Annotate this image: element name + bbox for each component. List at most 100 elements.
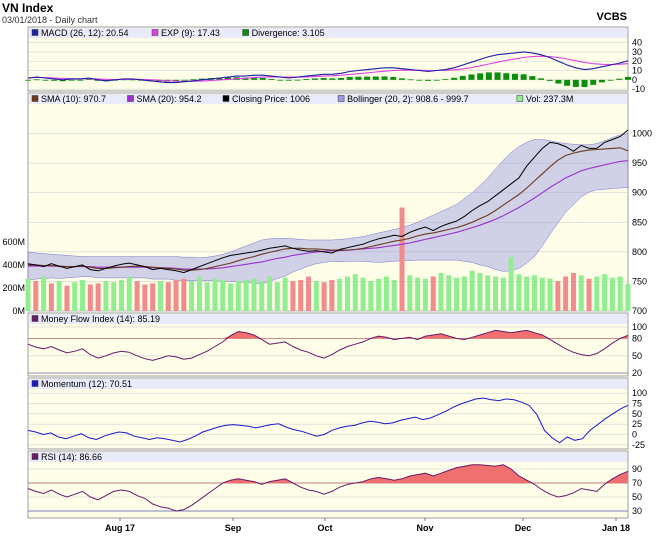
mfi-line xyxy=(27,329,629,361)
volume-bar xyxy=(251,278,257,311)
x-tick-label: Nov xyxy=(416,523,433,533)
volume-bar xyxy=(228,283,234,311)
volume-bar xyxy=(329,279,335,311)
volume-bar xyxy=(422,278,428,311)
divergence-bar xyxy=(285,79,292,81)
volume-bar xyxy=(259,281,265,311)
price-legend-swatch xyxy=(127,95,134,102)
divergence-bar xyxy=(225,77,231,80)
divergence-bar xyxy=(581,79,588,88)
x-tick-label: Sep xyxy=(225,523,242,533)
volume-bar xyxy=(119,279,125,311)
rsi-ytick: 70 xyxy=(632,478,642,488)
volume-bar xyxy=(399,207,405,311)
volume-bar xyxy=(516,274,522,311)
divergence-bar xyxy=(598,79,605,83)
volume-bar xyxy=(485,275,491,311)
volume-bar xyxy=(508,256,514,311)
mfi-ytick: 20 xyxy=(632,368,642,378)
divergence-bar xyxy=(33,79,40,81)
volume-bar xyxy=(33,281,39,311)
divergence-bar xyxy=(538,78,545,80)
price-legend-bar xyxy=(29,94,627,104)
mfi-ytick: 50 xyxy=(632,351,642,361)
macd-line xyxy=(27,51,629,84)
volume-bar xyxy=(80,279,86,311)
volume-bar xyxy=(446,275,452,311)
volume-bar xyxy=(555,281,561,311)
x-tick-label: Dec xyxy=(515,523,532,533)
macd-legend-label: MACD (26, 12): 20.54 xyxy=(41,28,129,38)
x-axis: Aug 17 Sep Oct Nov Dec Jan 18 xyxy=(105,518,630,533)
rsi-line xyxy=(27,464,629,512)
volume-bar xyxy=(220,279,226,311)
momentum-ytick: 50 xyxy=(632,409,642,419)
volume-bar xyxy=(337,278,343,311)
divergence-bar xyxy=(294,79,301,81)
volume-bar xyxy=(539,277,545,311)
volume-ytick: 600M xyxy=(2,237,25,247)
macd-ytick: 0 xyxy=(632,75,637,85)
volume-bar xyxy=(282,277,288,311)
volume-bar xyxy=(360,277,366,311)
divergence-bar xyxy=(520,74,527,80)
volume-bar xyxy=(524,276,530,311)
divergence-bar xyxy=(625,76,631,80)
divergence-bar xyxy=(468,74,475,80)
divergence-bar xyxy=(381,76,388,80)
price-ytick: 900 xyxy=(632,188,647,198)
price-legend-swatch xyxy=(337,95,345,102)
volume-bar xyxy=(196,276,202,311)
volume-bar xyxy=(298,279,304,311)
volume-bar xyxy=(142,284,148,311)
price-ytick: 1000 xyxy=(632,129,652,139)
chart-title: VN Index xyxy=(2,1,54,15)
divergence-bar xyxy=(129,79,136,81)
volume-bar xyxy=(438,273,444,311)
volume-bar xyxy=(430,276,436,311)
volume-bar xyxy=(306,276,312,311)
divergence-bar xyxy=(59,79,66,82)
volume-bar xyxy=(407,275,413,311)
macd-legend-label: EXP (9): 17.43 xyxy=(161,28,220,38)
volume-bar xyxy=(150,283,156,311)
divergence-bar xyxy=(338,77,345,80)
momentum-ytick: 25 xyxy=(632,419,642,429)
volume-bar xyxy=(267,276,273,311)
mfi-legend-bar xyxy=(29,314,627,324)
divergence-bar xyxy=(355,76,362,80)
volume-bar xyxy=(48,283,54,311)
divergence-bar xyxy=(181,79,188,81)
volume-bar xyxy=(594,276,600,311)
divergence-bar xyxy=(485,72,492,80)
divergence-bar xyxy=(451,77,458,80)
divergence-bar xyxy=(607,79,614,81)
volume-bar xyxy=(111,282,117,311)
rsi-legend-swatch xyxy=(31,453,39,460)
close-price-line xyxy=(27,129,629,274)
volume-bar xyxy=(64,285,70,311)
volume-bar xyxy=(570,273,576,311)
price-ytick: 700 xyxy=(632,306,647,316)
divergence-bar xyxy=(190,79,197,81)
volume-bar xyxy=(290,281,296,311)
volume-bar xyxy=(212,278,218,311)
x-tick-label: Oct xyxy=(317,523,332,533)
volume-bar xyxy=(344,276,350,311)
divergence-bar xyxy=(564,79,571,86)
macd-ytick: 30 xyxy=(632,47,642,57)
divergence-bar xyxy=(251,77,258,80)
volume-bar xyxy=(493,276,499,311)
price-ytick: 750 xyxy=(632,276,647,286)
volume-bar xyxy=(181,278,187,311)
volume-bar xyxy=(204,282,210,311)
divergence-bar xyxy=(303,79,310,80)
divergence-bar xyxy=(433,79,440,81)
divergence-bar xyxy=(425,79,431,81)
rsi-legend-bar xyxy=(29,452,627,462)
divergence-bar xyxy=(51,79,58,81)
rsi-ytick: 50 xyxy=(632,492,642,502)
